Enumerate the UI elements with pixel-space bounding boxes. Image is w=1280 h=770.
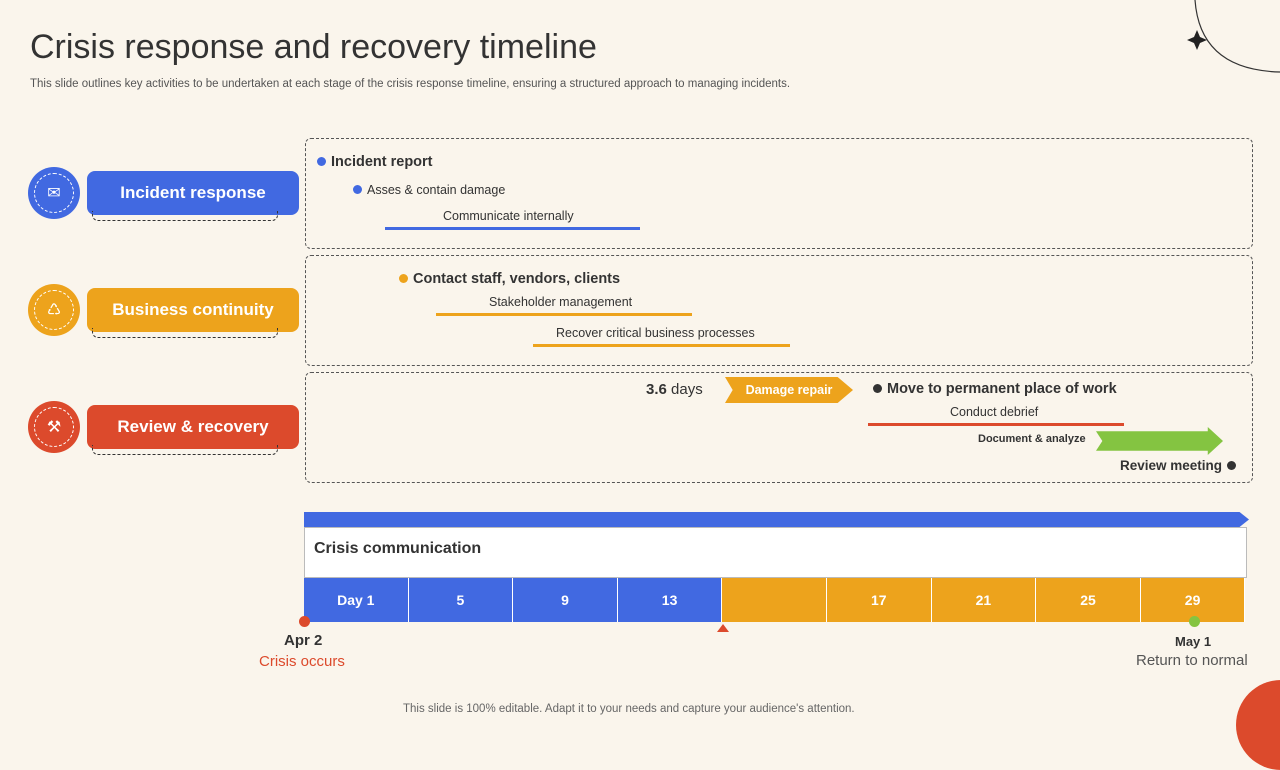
communicate-bar [385, 227, 640, 230]
debrief-bar [868, 423, 1124, 426]
meeting-text: Review meeting [1120, 458, 1223, 473]
incident-panel [305, 138, 1253, 249]
stakeholder-bar [436, 313, 692, 316]
move-text: Move to permanent place of work [887, 381, 1117, 397]
stage-icon-continuity: ♺ [28, 284, 80, 336]
recover-bar [533, 344, 790, 347]
crisis-communication: Crisis communication [314, 540, 482, 557]
timeline-day-cell: 13 [617, 578, 723, 622]
start-marker-icon [299, 616, 310, 627]
communicate-internally: Communicate internally [443, 209, 574, 223]
end-date: May 1 [1175, 634, 1212, 649]
damage-repair-arrow: Damage repair [725, 377, 853, 403]
review-meeting: Review meeting [1120, 458, 1237, 473]
email-shield-icon: ✉ [34, 173, 74, 213]
page-title: Crisis response and recovery timeline [30, 28, 597, 66]
midpoint-marker-icon [717, 624, 729, 632]
stage-icon-incident: ✉ [28, 167, 80, 219]
duration: 3.6 days [646, 381, 703, 398]
start-label: Crisis occurs [259, 653, 345, 670]
bullet-icon [399, 274, 408, 283]
end-marker-icon [1189, 616, 1200, 627]
timeline-day-cell: 25 [1036, 578, 1141, 622]
stage-review-recovery: Review & recovery [87, 405, 299, 449]
incident-report: Incident report [317, 154, 433, 170]
bullet-icon [873, 384, 882, 393]
pill-shadow [92, 328, 278, 338]
decorative-arc-icon [1187, 0, 1280, 73]
end-label: Return to normal [1136, 652, 1248, 669]
timeline-day-cell: Day 1 [304, 578, 409, 622]
bullet-icon [317, 157, 326, 166]
timeline-day-cell: 5 [408, 578, 514, 622]
review-panel [305, 372, 1253, 483]
recover-processes: Recover critical business processes [556, 326, 755, 340]
stakeholder-management: Stakeholder management [489, 295, 633, 309]
chart-cycle-icon: ♺ [34, 290, 74, 330]
timeline-day-cell: 9 [513, 578, 618, 622]
page-subtitle: This slide outlines key activities to be… [30, 78, 791, 90]
assess-text: Asses & contain damage [367, 183, 506, 197]
stage-icon-review: ⚒ [28, 401, 80, 453]
continuity-panel [305, 255, 1253, 366]
stage-incident-response: Incident response [87, 171, 299, 215]
timeline-day-cell: 21 [931, 578, 1037, 622]
document-analyze: Document & analyze [978, 433, 1086, 445]
pill-shadow [92, 445, 278, 455]
bullet-icon [1227, 461, 1237, 470]
stage-business-continuity: Business continuity [87, 288, 299, 332]
conduct-debrief: Conduct debrief [950, 405, 1039, 419]
bullet-icon [353, 185, 362, 194]
timeline-day-cell [722, 578, 827, 622]
document-arrow [1096, 427, 1223, 455]
crisis-communication-bar [304, 527, 1247, 578]
days-unit: days [671, 381, 703, 398]
start-date: Apr 2 [284, 632, 323, 649]
days-number: 3.6 [646, 381, 667, 398]
contact-text: Contact staff, vendors, clients [413, 271, 621, 287]
pill-shadow [92, 211, 278, 221]
assess-damage: Asses & contain damage [353, 183, 505, 197]
contact-staff: Contact staff, vendors, clients [399, 271, 620, 287]
incident-report-text: Incident report [331, 154, 433, 170]
wrench-icon: ⚒ [34, 407, 74, 447]
decorative-circle [1236, 680, 1280, 770]
timeline-day-cell: 29 [1140, 578, 1246, 622]
move-permanent: Move to permanent place of work [873, 381, 1117, 397]
timeline-arrow [304, 512, 1249, 527]
timeline-day-cell: 17 [827, 578, 932, 622]
footer-note: This slide is 100% editable. Adapt it to… [403, 703, 855, 715]
